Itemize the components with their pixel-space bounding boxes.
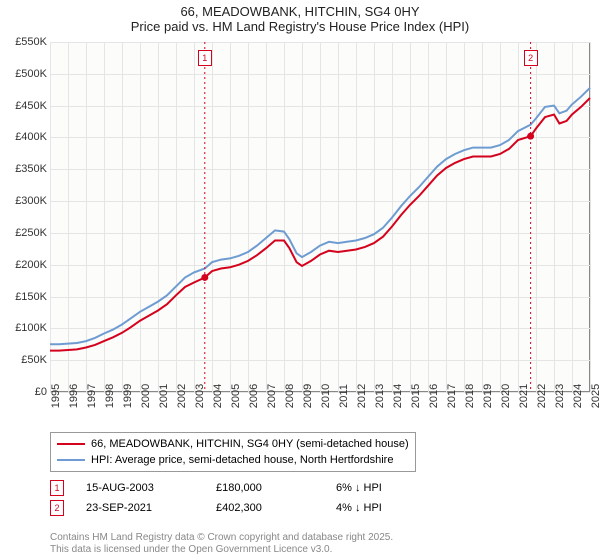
y-tick-label: £0	[2, 386, 47, 398]
event-price: £402,300	[216, 502, 336, 514]
event-row: 1 15-AUG-2003£180,0006% ↓ HPI	[50, 478, 436, 498]
plot-area: £0£50K£100K£150K£200K£250K£300K£350K£400…	[50, 42, 590, 392]
event-date: 23-SEP-2021	[86, 502, 216, 514]
legend-row: 66, MEADOWBANK, HITCHIN, SG4 0HY (semi-d…	[57, 436, 409, 452]
y-tick-label: £400K	[2, 131, 47, 143]
event-price: £180,000	[216, 482, 336, 494]
event-date: 15-AUG-2003	[86, 482, 216, 494]
y-tick-label: £550K	[2, 36, 47, 48]
chart-title-line1: 66, MEADOWBANK, HITCHIN, SG4 0HY	[0, 4, 600, 19]
event-marker-box: 1	[198, 50, 212, 66]
event-row-marker: 1	[50, 480, 64, 496]
footer-attribution: Contains HM Land Registry data © Crown c…	[50, 532, 393, 556]
chart-container: { "title": { "line1": "66, MEADOWBANK, H…	[0, 0, 600, 560]
series-line	[50, 98, 590, 351]
event-row-marker: 2	[50, 500, 64, 516]
event-delta: 4% ↓ HPI	[336, 502, 436, 514]
gridline-v	[590, 42, 591, 392]
y-tick-label: £150K	[2, 291, 47, 303]
chart-title-line2: Price paid vs. HM Land Registry's House …	[0, 19, 600, 34]
line-series-svg	[50, 42, 590, 392]
legend-swatch	[57, 443, 85, 445]
event-marker-dot	[527, 133, 534, 140]
y-tick-label: £200K	[2, 259, 47, 271]
chart-title-block: 66, MEADOWBANK, HITCHIN, SG4 0HY Price p…	[0, 0, 600, 34]
legend-swatch	[57, 459, 85, 461]
y-tick-label: £100K	[2, 322, 47, 334]
footer-line2: This data is licensed under the Open Gov…	[50, 544, 393, 556]
legend-box: 66, MEADOWBANK, HITCHIN, SG4 0HY (semi-d…	[50, 432, 416, 472]
event-table: 1 15-AUG-2003£180,0006% ↓ HPI 2 23-SEP-2021…	[50, 478, 436, 518]
y-tick-label: £50K	[2, 354, 47, 366]
y-tick-label: £450K	[2, 100, 47, 112]
event-delta: 6% ↓ HPI	[336, 482, 436, 494]
event-marker-box: 2	[524, 50, 538, 66]
event-row: 2 23-SEP-2021£402,3004% ↓ HPI	[50, 498, 436, 518]
series-line	[50, 88, 590, 345]
y-tick-label: £300K	[2, 195, 47, 207]
y-tick-label: £250K	[2, 227, 47, 239]
legend-label: 66, MEADOWBANK, HITCHIN, SG4 0HY (semi-d…	[91, 438, 409, 450]
footer-line1: Contains HM Land Registry data © Crown c…	[50, 532, 393, 544]
y-tick-label: £350K	[2, 163, 47, 175]
legend-row: HPI: Average price, semi-detached house,…	[57, 452, 409, 468]
legend-label: HPI: Average price, semi-detached house,…	[91, 454, 393, 466]
y-tick-label: £500K	[2, 68, 47, 80]
event-marker-dot	[201, 274, 208, 281]
x-tick-label: 2025	[590, 384, 600, 408]
